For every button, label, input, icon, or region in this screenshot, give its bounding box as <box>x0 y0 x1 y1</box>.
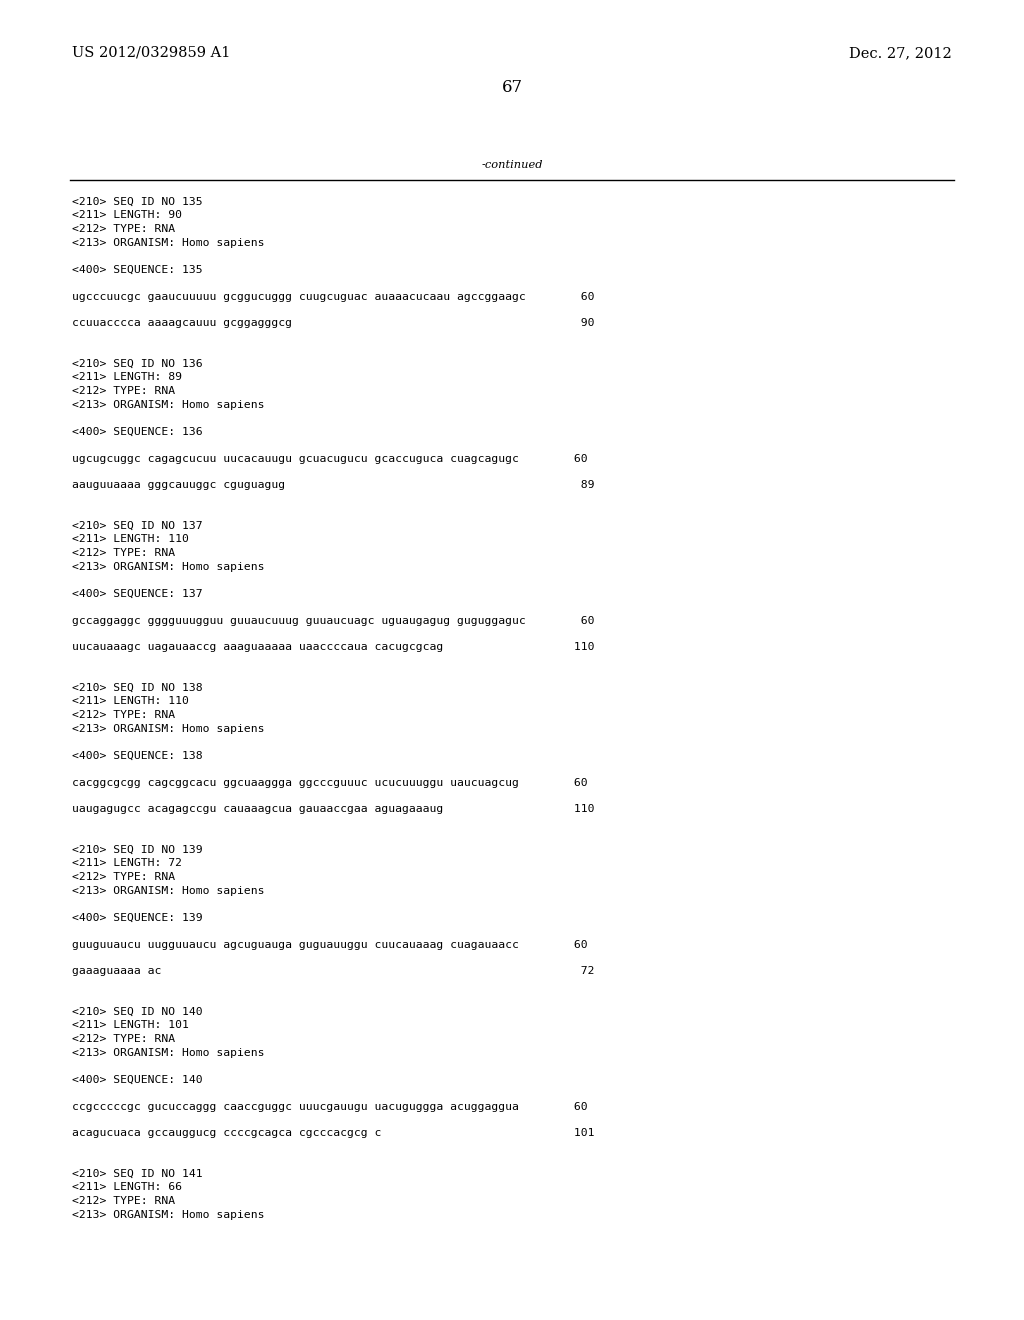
Text: <400> SEQUENCE: 138: <400> SEQUENCE: 138 <box>72 751 203 760</box>
Text: ccuuacccca aaaagcauuu gcggagggcg                                          90: ccuuacccca aaaagcauuu gcggagggcg 90 <box>72 318 595 329</box>
Text: gccaggaggc gggguuugguu guuaucuuug guuaucuagc uguaugagug guguggaguc        60: gccaggaggc gggguuugguu guuaucuuug guuauc… <box>72 615 595 626</box>
Text: uaugagugcc acagagccgu cauaaagcua gauaaccgaa aguagaaaug                   110: uaugagugcc acagagccgu cauaaagcua gauaacc… <box>72 804 595 814</box>
Text: <213> ORGANISM: Homo sapiens: <213> ORGANISM: Homo sapiens <box>72 561 264 572</box>
Text: <211> LENGTH: 110: <211> LENGTH: 110 <box>72 697 188 706</box>
Text: <212> TYPE: RNA: <212> TYPE: RNA <box>72 1034 175 1044</box>
Text: <210> SEQ ID NO 137: <210> SEQ ID NO 137 <box>72 521 203 531</box>
Text: <210> SEQ ID NO 138: <210> SEQ ID NO 138 <box>72 682 203 693</box>
Text: <400> SEQUENCE: 139: <400> SEQUENCE: 139 <box>72 912 203 923</box>
Text: <210> SEQ ID NO 135: <210> SEQ ID NO 135 <box>72 197 203 207</box>
Text: <400> SEQUENCE: 140: <400> SEQUENCE: 140 <box>72 1074 203 1085</box>
Text: <213> ORGANISM: Homo sapiens: <213> ORGANISM: Homo sapiens <box>72 1209 264 1220</box>
Text: <212> TYPE: RNA: <212> TYPE: RNA <box>72 224 175 234</box>
Text: US 2012/0329859 A1: US 2012/0329859 A1 <box>72 46 230 59</box>
Text: <213> ORGANISM: Homo sapiens: <213> ORGANISM: Homo sapiens <box>72 723 264 734</box>
Text: acagucuaca gccauggucg ccccgcagca cgcccacgcg c                            101: acagucuaca gccauggucg ccccgcagca cgcccac… <box>72 1129 595 1138</box>
Text: <400> SEQUENCE: 137: <400> SEQUENCE: 137 <box>72 589 203 598</box>
Text: <210> SEQ ID NO 141: <210> SEQ ID NO 141 <box>72 1170 203 1179</box>
Text: -continued: -continued <box>481 160 543 170</box>
Text: uucauaaagc uagauaaccg aaaguaaaaa uaaccccaua cacugcgcag                   110: uucauaaagc uagauaaccg aaaguaaaaa uaacccc… <box>72 643 595 652</box>
Text: <212> TYPE: RNA: <212> TYPE: RNA <box>72 873 175 882</box>
Text: gaaaguaaaa ac                                                             72: gaaaguaaaa ac 72 <box>72 966 595 977</box>
Text: <400> SEQUENCE: 136: <400> SEQUENCE: 136 <box>72 426 203 437</box>
Text: <211> LENGTH: 110: <211> LENGTH: 110 <box>72 535 188 544</box>
Text: <213> ORGANISM: Homo sapiens: <213> ORGANISM: Homo sapiens <box>72 886 264 895</box>
Text: guuguuaucu uugguuaucu agcuguauga guguauuggu cuucauaaag cuagauaacc        60: guuguuaucu uugguuaucu agcuguauga guguauu… <box>72 940 588 949</box>
Text: <211> LENGTH: 101: <211> LENGTH: 101 <box>72 1020 188 1031</box>
Text: <212> TYPE: RNA: <212> TYPE: RNA <box>72 385 175 396</box>
Text: <212> TYPE: RNA: <212> TYPE: RNA <box>72 548 175 558</box>
Text: ugcccuucgc gaaucuuuuu gcggucuggg cuugcuguac auaaacucaau agccggaagc        60: ugcccuucgc gaaucuuuuu gcggucuggg cuugcug… <box>72 292 595 301</box>
Text: Dec. 27, 2012: Dec. 27, 2012 <box>849 46 952 59</box>
Text: <213> ORGANISM: Homo sapiens: <213> ORGANISM: Homo sapiens <box>72 1048 264 1057</box>
Text: <210> SEQ ID NO 136: <210> SEQ ID NO 136 <box>72 359 203 370</box>
Text: <213> ORGANISM: Homo sapiens: <213> ORGANISM: Homo sapiens <box>72 400 264 409</box>
Text: cacggcgcgg cagcggcacu ggcuaaggga ggcccguuuc ucucuuuggu uaucuagcug        60: cacggcgcgg cagcggcacu ggcuaaggga ggcccgu… <box>72 777 588 788</box>
Text: <212> TYPE: RNA: <212> TYPE: RNA <box>72 710 175 719</box>
Text: <211> LENGTH: 90: <211> LENGTH: 90 <box>72 210 182 220</box>
Text: <211> LENGTH: 89: <211> LENGTH: 89 <box>72 372 182 383</box>
Text: 67: 67 <box>502 79 522 96</box>
Text: ugcugcuggc cagagcucuu uucacauugu gcuacugucu gcaccuguca cuagcagugc        60: ugcugcuggc cagagcucuu uucacauugu gcuacug… <box>72 454 588 463</box>
Text: ccgcccccgc gucuccaggg caaccguggc uuucgauugu uacuguggga acuggaggua        60: ccgcccccgc gucuccaggg caaccguggc uuucgau… <box>72 1101 588 1111</box>
Text: <213> ORGANISM: Homo sapiens: <213> ORGANISM: Homo sapiens <box>72 238 264 248</box>
Text: <212> TYPE: RNA: <212> TYPE: RNA <box>72 1196 175 1206</box>
Text: <210> SEQ ID NO 139: <210> SEQ ID NO 139 <box>72 845 203 855</box>
Text: <211> LENGTH: 66: <211> LENGTH: 66 <box>72 1183 182 1192</box>
Text: aauguuaaaa gggcauuggc cguguagug                                           89: aauguuaaaa gggcauuggc cguguagug 89 <box>72 480 595 491</box>
Text: <400> SEQUENCE: 135: <400> SEQUENCE: 135 <box>72 264 203 275</box>
Text: <211> LENGTH: 72: <211> LENGTH: 72 <box>72 858 182 869</box>
Text: <210> SEQ ID NO 140: <210> SEQ ID NO 140 <box>72 1007 203 1016</box>
